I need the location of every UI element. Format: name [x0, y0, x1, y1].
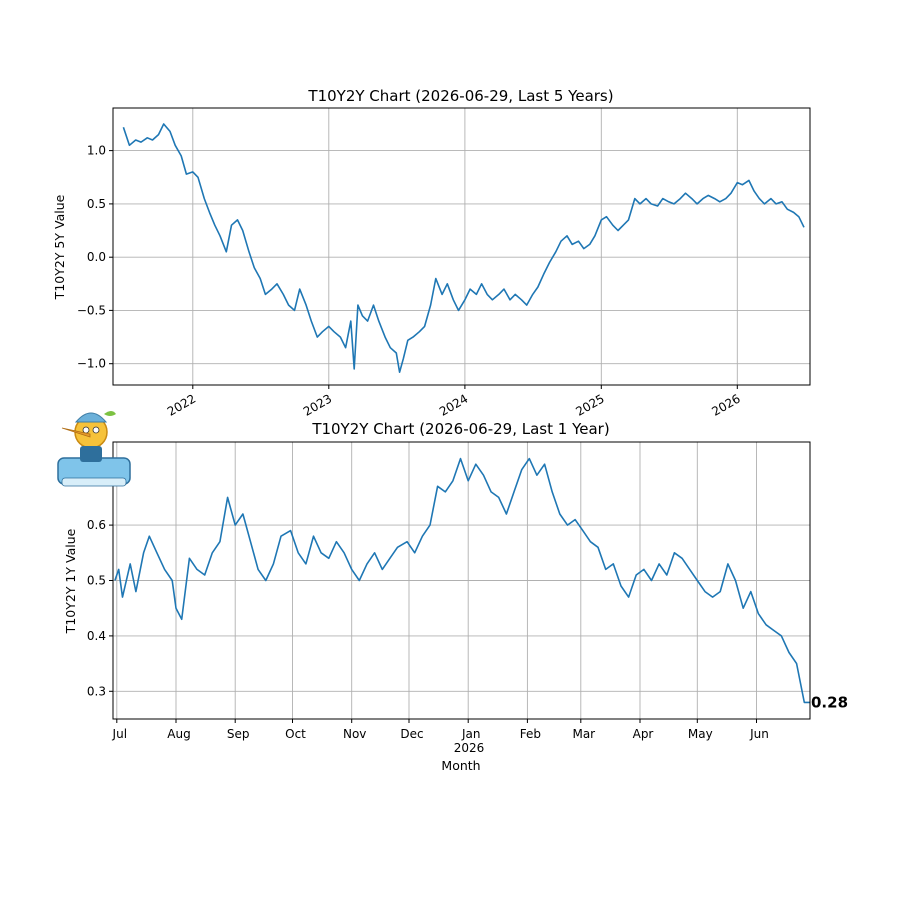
chart-1y-xlabel: Month: [441, 758, 480, 773]
x-tick-label-0: 2022: [165, 391, 198, 418]
chart-1y-grid: [113, 442, 810, 719]
x-tick-label-4: Nov: [343, 727, 366, 741]
x-tick-label-3: 2025: [573, 391, 606, 418]
chart-5y-grid: [113, 108, 810, 385]
y-tick-label-4: 1.0: [87, 144, 106, 158]
x-tick-label-4: 2026: [709, 391, 742, 418]
chart-1y-year-label: 2026: [454, 741, 485, 755]
y-tick-label-1: 0.4: [87, 629, 106, 643]
chart-1y-y-ticks: 0.3 0.4 0.5 0.6: [87, 518, 113, 698]
chart-5y-x-ticks: 2022 2023 2024 2025 2026: [165, 385, 743, 419]
chart-1y-x-ticks: Jul Aug Sep Oct Nov Dec Jan Feb Mar Apr May Jun: [112, 719, 769, 741]
chart-1y-ylabel: T10Y2Y 1Y Value: [63, 528, 78, 634]
y-tick-label-0: 0.3: [87, 684, 106, 698]
x-tick-label-9: Apr: [633, 727, 654, 741]
chart-5y-ylabel: T10Y2Y 5Y Value: [52, 194, 67, 300]
x-tick-label-2: 2024: [437, 391, 470, 418]
x-tick-label-3: Oct: [285, 727, 306, 741]
chart-1y-last-value-label: 0.28: [811, 693, 848, 711]
chart-1y-title: T10Y2Y Chart (2026-06-29, Last 1 Year): [311, 420, 609, 438]
x-tick-label-11: Jun: [749, 727, 769, 741]
x-tick-label-1: 2023: [301, 391, 334, 418]
chart-5y-series-line: [122, 123, 805, 373]
chart-5y-y-ticks: −1.0 −0.5 0.0 0.5 1.0: [77, 144, 113, 371]
y-tick-label-3: 0.5: [87, 197, 106, 211]
chart-5y-plot-frame: [112, 107, 811, 386]
x-tick-label-0: Jul: [112, 727, 127, 741]
chart-5y-title: T10Y2Y Chart (2026-06-29, Last 5 Years): [307, 87, 613, 105]
chart-5y: T10Y2Y Chart (2026-06-29, Last 5 Years) …: [52, 87, 811, 419]
x-tick-label-10: May: [688, 727, 713, 741]
x-tick-label-1: Aug: [167, 727, 190, 741]
y-tick-label-0: −1.0: [77, 357, 106, 371]
x-tick-label-8: Mar: [572, 727, 595, 741]
chart-1y: T10Y2Y Chart (2026-06-29, Last 1 Year) 0…: [63, 420, 848, 773]
y-tick-label-2: 0.5: [87, 574, 106, 588]
x-tick-label-7: Feb: [520, 727, 541, 741]
x-tick-label-2: Sep: [227, 727, 250, 741]
x-tick-label-5: Dec: [400, 727, 423, 741]
chart-1y-series-line: [114, 457, 810, 704]
y-tick-label-1: −0.5: [77, 303, 106, 317]
y-tick-label-2: 0.0: [87, 250, 106, 264]
mascot-logo: [57, 411, 131, 487]
y-tick-label-3: 0.6: [87, 518, 106, 532]
x-tick-label-6: Jan: [461, 727, 481, 741]
